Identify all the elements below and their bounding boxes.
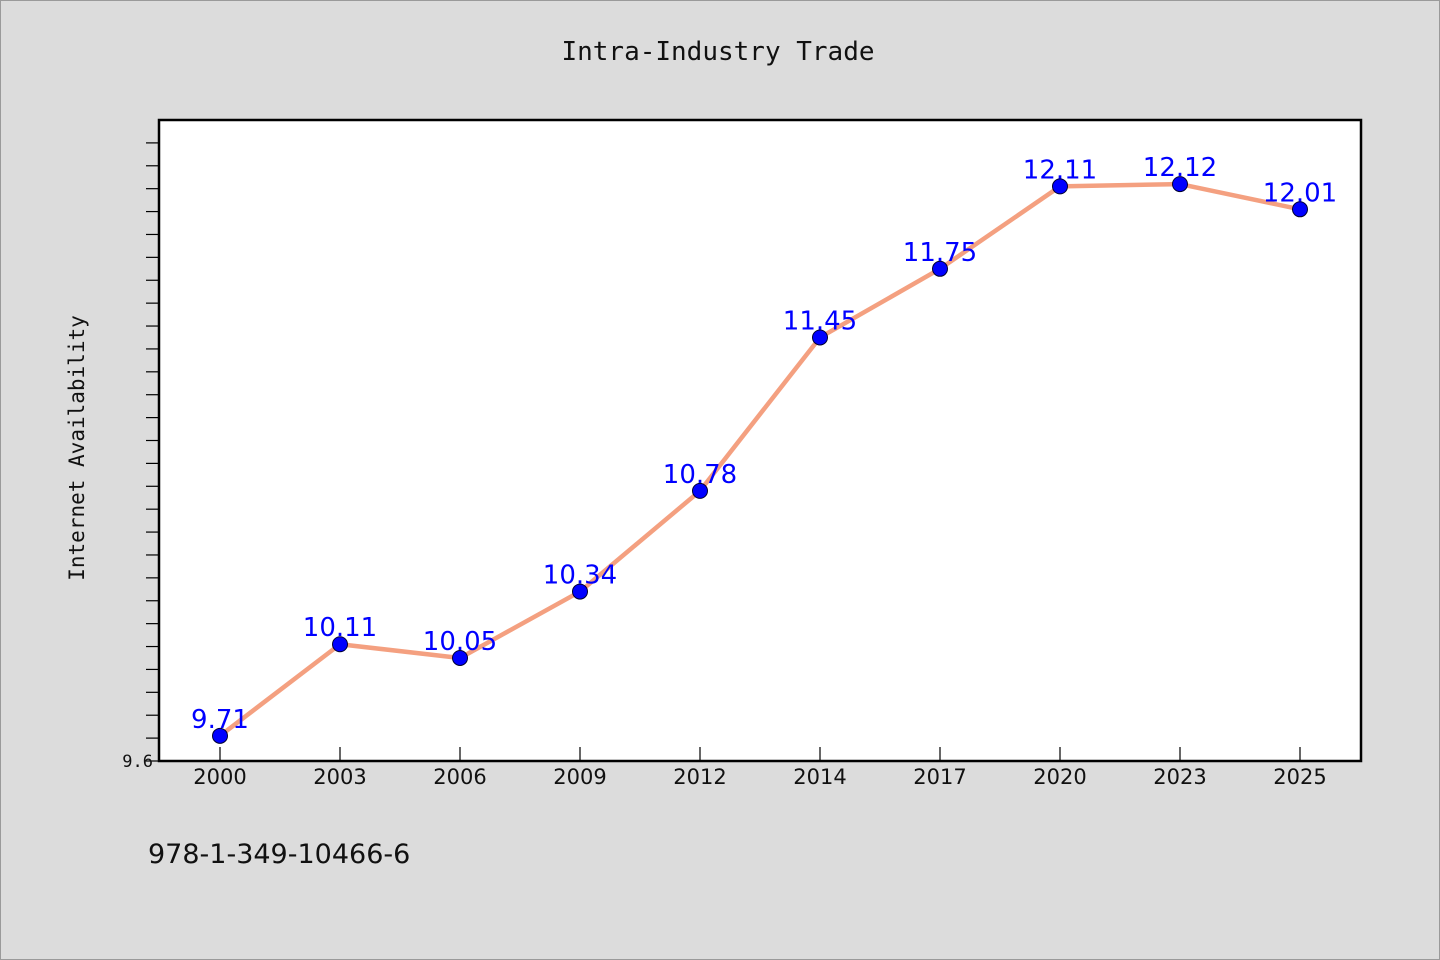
data-label: 9.71: [191, 705, 249, 735]
data-point-marker: [1172, 176, 1188, 193]
x-tick-label: 2009: [553, 765, 606, 789]
data-point-marker: [452, 649, 468, 666]
data-point-marker: [692, 482, 708, 499]
data-label: 10.05: [423, 627, 497, 657]
data-point-marker: [1292, 201, 1308, 218]
x-tick-label: 2025: [1273, 765, 1326, 789]
chart-title: Intra-Industry Trade: [561, 37, 874, 67]
data-label: 11.75: [903, 238, 977, 268]
footer-isbn: 978-1-349-10466-6: [148, 839, 410, 870]
data-point-marker: [1052, 178, 1068, 195]
series-line: [217, 181, 1303, 739]
data-label: 10.78: [663, 460, 737, 490]
x-tick-label: 2006: [433, 765, 486, 789]
plot-area: [157, 118, 1363, 763]
y-tick-label: 9.6: [122, 752, 153, 772]
x-tick-label: 2012: [673, 765, 726, 789]
data-label: 12.01: [1263, 178, 1337, 208]
data-point-marker: [332, 636, 348, 653]
x-tick-label: 2020: [1033, 765, 1086, 789]
x-axis-ticks: 2000 2003 2006 2009 2012 2014 2017 2020 2023 2025: [193, 747, 1327, 789]
data-point-marker: [932, 260, 948, 277]
data-point-marker: [572, 583, 588, 600]
data-point-marker: [812, 329, 828, 346]
series-layer: 9.71 10.11 10.05 10.34 10.78 11.45 11.75 12.11 1…: [191, 153, 1337, 744]
x-tick-label: 2014: [793, 765, 846, 789]
x-tick-label: 2003: [313, 765, 366, 789]
y-axis-ticks: 9.6: [122, 142, 159, 772]
x-tick-label: 2017: [913, 765, 966, 789]
data-label: 11.45: [783, 306, 857, 336]
data-label: 10.11: [303, 613, 377, 643]
y-axis-label: Internet Availability: [65, 315, 89, 581]
data-label: 12.12: [1143, 153, 1217, 183]
x-tick-label: 2023: [1153, 765, 1206, 789]
data-label: 10.34: [543, 561, 617, 591]
data-point-marker: [212, 727, 228, 744]
data-label: 12.11: [1023, 155, 1097, 185]
x-tick-label: 2000: [193, 765, 246, 789]
